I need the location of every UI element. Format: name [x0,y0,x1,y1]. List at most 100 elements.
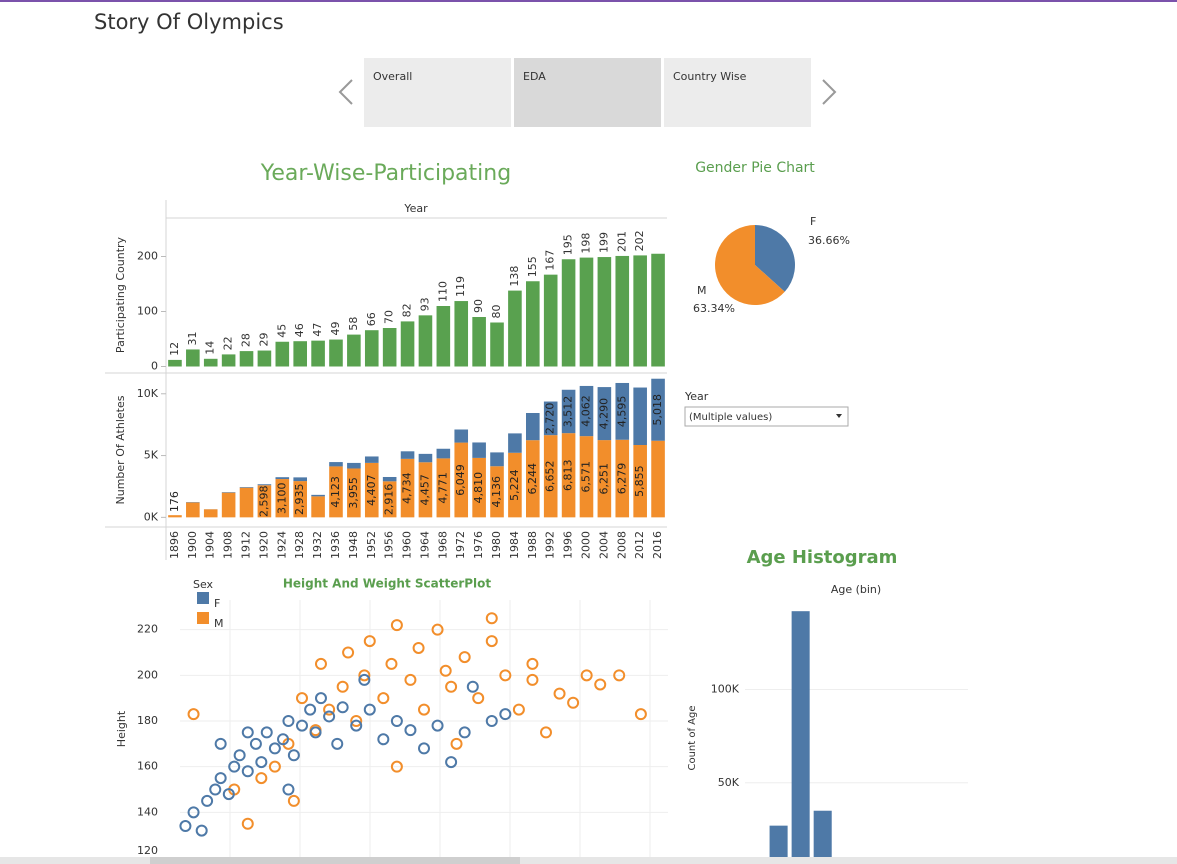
x-tick-label: 1952 [365,531,378,559]
filter-label: Year [684,390,709,403]
filter-dropdown[interactable] [684,406,849,427]
bar-segment [400,451,415,459]
bar [633,255,647,367]
bar [579,257,594,367]
tab-label[interactable]: EDA [523,70,546,83]
data-label: 90 [472,299,485,313]
x-header: Age (bin) [831,583,881,596]
data-label: 202 [633,230,646,251]
bar [490,322,504,367]
bar-segment [329,466,343,518]
bar-segment [543,401,558,436]
bar [454,301,469,367]
point [358,673,371,686]
data-label: 66 [365,312,378,326]
bar [257,350,272,367]
data-label: 28 [240,333,253,347]
bar [472,317,486,367]
bar-segment [561,389,576,434]
y-axis-label: Height [115,710,128,747]
data-label: 6,244 [526,463,539,495]
tab[interactable] [664,58,811,127]
point [314,692,327,705]
bar-segment [400,458,415,518]
x-tick-label: 1948 [347,531,360,559]
point [390,715,403,728]
data-label: 3,100 [275,482,288,514]
point [445,756,458,769]
bar-segment [329,462,343,467]
data-label: 22 [222,336,235,350]
bar [543,274,558,367]
prev-arrow[interactable] [338,79,353,105]
data-label: 201 [615,231,628,252]
point [336,701,349,714]
bar-segment [633,444,647,518]
data-label: 199 [597,232,610,253]
data-label: 6,813 [562,460,575,492]
bar-segment [239,487,254,488]
legend-swatch [197,592,209,604]
filter-value[interactable]: (Multiple values) [689,412,772,423]
bar [400,321,415,367]
data-label: 70 [383,310,396,324]
point [201,794,214,807]
y-axis-label: Participating Country [114,236,127,353]
bar-segment [436,458,451,518]
next-arrow[interactable] [822,79,837,105]
tab-label[interactable]: Country Wise [673,70,747,83]
point [209,783,222,796]
data-label: 47 [311,323,324,337]
point [390,619,403,632]
bar [311,340,325,367]
bar [186,349,200,367]
bar-segment [615,439,630,518]
y-tick-label: 0 [151,360,158,373]
point [458,726,471,739]
data-label: 110 [436,281,449,302]
legend-swatch [197,612,209,624]
scroll-thumb[interactable] [150,857,520,864]
point [418,742,430,755]
bar-segment [275,479,290,518]
tab-selected[interactable] [514,58,661,127]
point [195,824,208,837]
tab[interactable] [364,58,511,127]
bar-segment [651,378,665,441]
point [485,715,498,728]
tab-label[interactable]: Overall [373,70,412,83]
data-label: 195 [562,234,575,255]
bar-segment [293,477,307,482]
point [296,719,308,732]
chart-title: Age Histogram [747,547,898,568]
point [385,657,398,670]
point [350,715,363,728]
histogram-bar [769,825,788,864]
data-label: 58 [347,317,360,331]
bar-segment [561,433,576,518]
data-label: 6,571 [579,461,592,493]
slice-value: 63.34% [693,302,735,315]
x-tick-label: 1960 [401,531,414,559]
data-label: 5,018 [651,394,664,426]
data-label: 4,407 [365,474,378,506]
point [255,772,268,785]
point [512,703,525,716]
histogram-bar [791,611,810,864]
scrollbar[interactable] [0,857,1177,864]
point [277,733,290,746]
dropdown-arrow[interactable] [836,414,842,418]
bar-segment [311,494,325,497]
data-label: 5,855 [633,465,646,497]
point [187,708,200,721]
bar [561,259,576,367]
point [179,820,192,833]
chart-title: Gender Pie Chart [695,160,815,176]
point [472,692,485,705]
point [241,817,254,830]
data-label: 46 [293,323,306,337]
data-label: 4,771 [436,472,449,504]
point [526,673,539,686]
point [336,680,349,693]
x-tick-label: 1988 [526,531,539,559]
